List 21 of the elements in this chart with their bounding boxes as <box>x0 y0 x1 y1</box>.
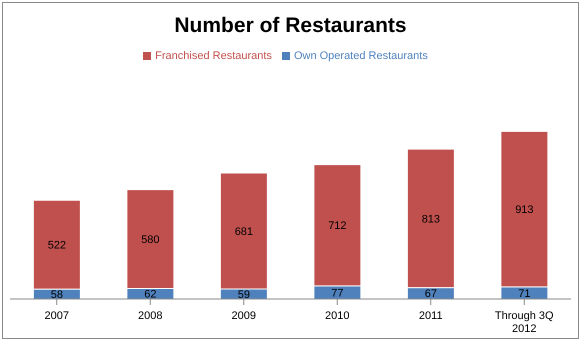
data-label: 813 <box>422 213 440 226</box>
data-label: 67 <box>424 288 437 300</box>
x-tick-label: 2010 <box>325 310 350 322</box>
x-tick-label: 2011 <box>418 310 443 322</box>
legend-label: Franchised Restaurants <box>155 50 272 62</box>
chart-title: Number of Restaurants <box>173 14 408 38</box>
legend-label: Own Operated Restaurants <box>294 50 428 62</box>
x-tick-label: Through 3Q 2012 <box>494 310 554 335</box>
data-label: 522 <box>48 240 66 252</box>
x-tick-label: 2007 <box>44 310 69 322</box>
data-label: 62 <box>144 288 156 301</box>
x-tick-label: 2008 <box>138 310 162 322</box>
data-label: 580 <box>141 234 160 246</box>
data-label: 681 <box>234 226 254 238</box>
data-label: 59 <box>238 288 250 301</box>
data-label: 913 <box>515 204 534 216</box>
x-tick-label: 2009 <box>232 310 256 322</box>
data-label: 712 <box>328 220 347 232</box>
data-label: 58 <box>50 288 63 301</box>
data-label: 71 <box>518 288 530 300</box>
data-label: 77 <box>331 287 344 300</box>
